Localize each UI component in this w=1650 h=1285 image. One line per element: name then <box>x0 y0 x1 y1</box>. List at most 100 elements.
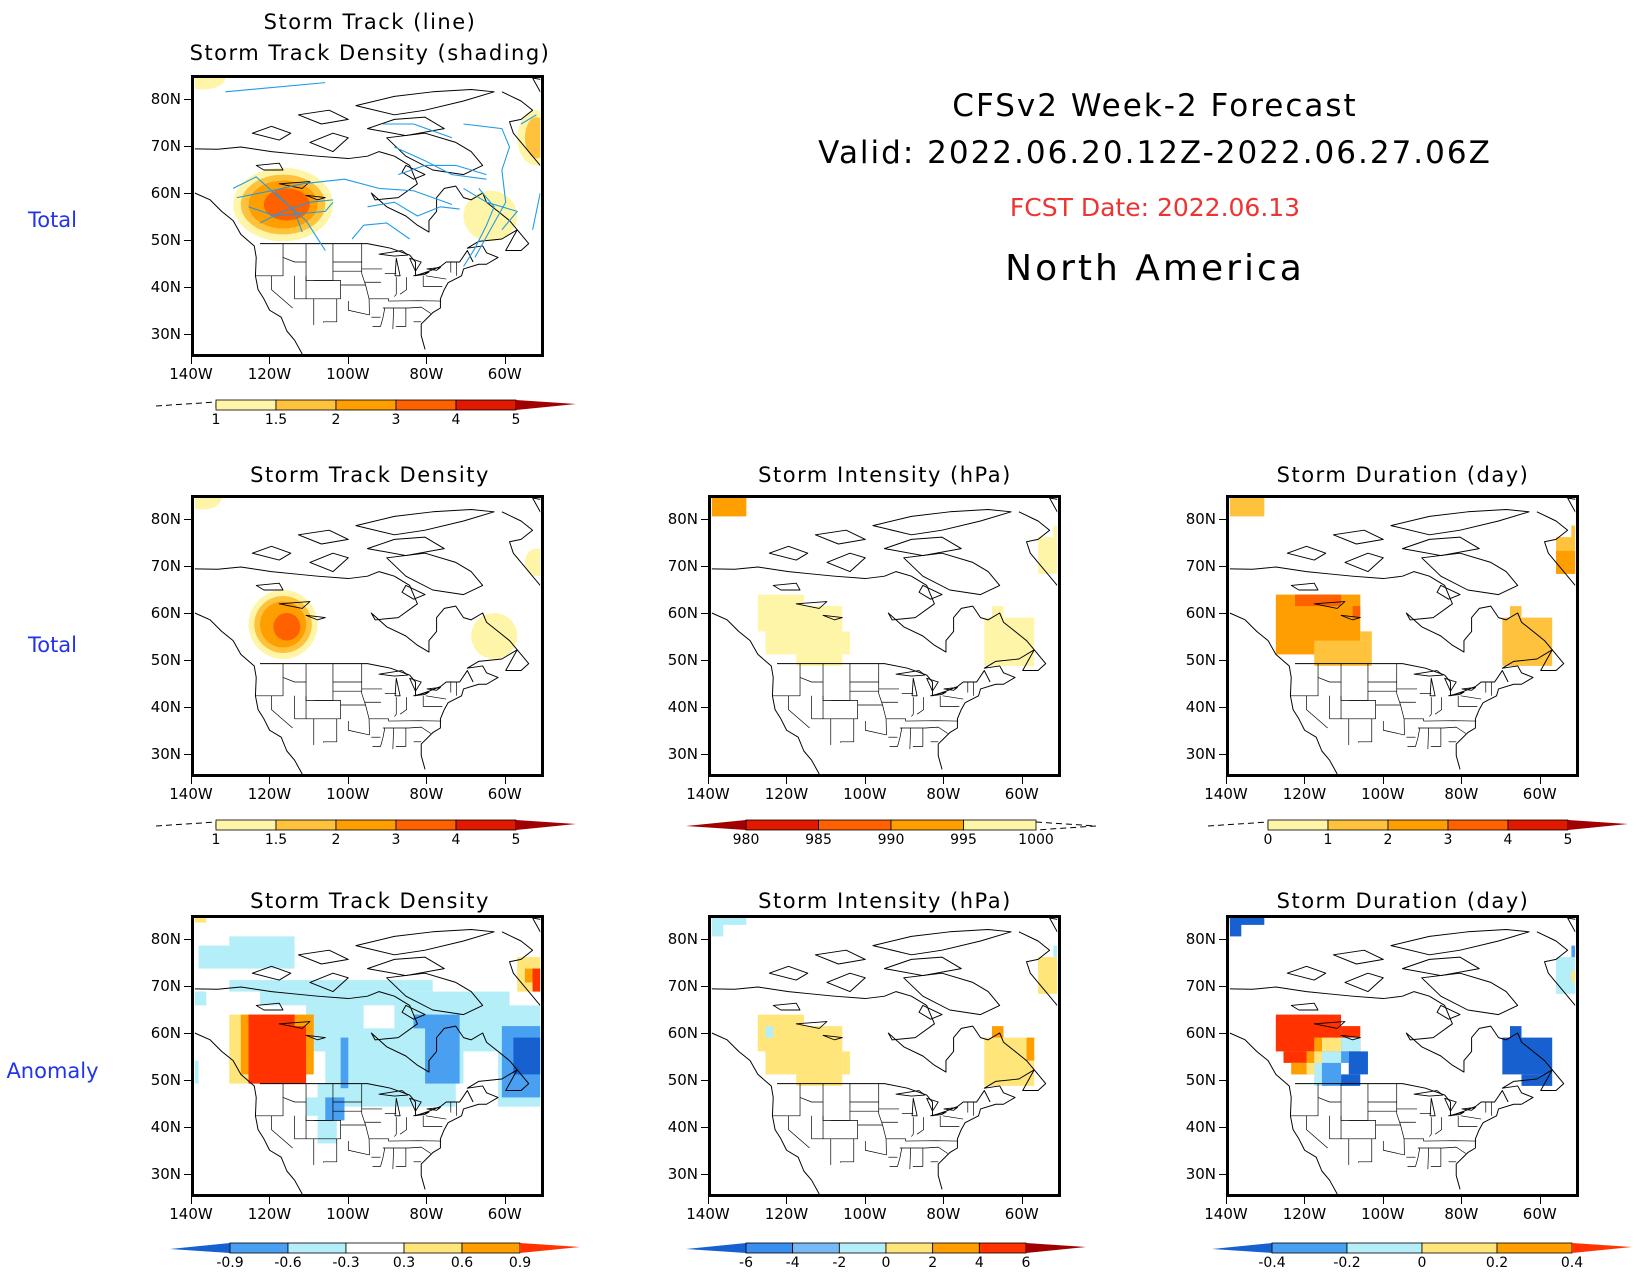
lon-tick <box>191 777 192 784</box>
grid-cell <box>1341 1051 1349 1063</box>
lat-tick-label: 40N <box>1185 697 1216 716</box>
grid-cell <box>194 991 207 1006</box>
colorbar-tick-label: 0 <box>881 1255 891 1271</box>
state-boundary <box>313 700 341 720</box>
lat-tick <box>701 1079 708 1081</box>
state-boundary <box>1382 721 1405 736</box>
lat-tick <box>184 1032 191 1034</box>
lat-tick <box>1219 518 1226 520</box>
lake-outline <box>1290 1002 1319 1011</box>
state-boundary <box>1457 1115 1478 1127</box>
storm-track-line <box>532 192 541 230</box>
colorbar-total-density: 1 1.5 2 3 4 5 <box>155 819 576 862</box>
state-boundary <box>1396 1083 1405 1155</box>
lat-tick <box>701 659 708 661</box>
lon-tick <box>347 777 349 784</box>
state-boundary <box>1290 1083 1319 1117</box>
state-boundary <box>799 1083 824 1103</box>
lat-tick <box>184 518 191 520</box>
colorbar-swatch <box>978 1242 1027 1254</box>
coastline <box>1229 1032 1338 1194</box>
lat-tick-label: 30N <box>150 744 181 763</box>
state-boundary <box>912 1148 924 1167</box>
colorbar-swatches <box>170 1242 580 1254</box>
coastline <box>711 566 1035 770</box>
colorbar-swatch <box>1346 1242 1423 1254</box>
coastline <box>1229 612 1338 774</box>
row-label-total-1: Total <box>27 208 78 232</box>
state-boundary <box>822 663 851 701</box>
state-boundary <box>271 275 293 309</box>
grid-cell <box>842 1051 850 1075</box>
colorbar-anom-density: -0.9 -0.6 -0.3 0.3 0.6 0.9 <box>170 1242 580 1285</box>
colorbar-tick-label: 995 <box>950 832 977 848</box>
grid-cell <box>1229 498 1265 517</box>
lake-outline <box>1313 601 1346 609</box>
island-outline <box>903 972 1001 1016</box>
lat-tick <box>184 98 191 100</box>
colorbar-tick-label: 3 <box>391 832 401 848</box>
state-boundary <box>255 663 284 697</box>
map-canvas <box>191 495 544 777</box>
lake-outline <box>255 582 284 591</box>
colorbar-tick-label: -0.4 <box>1258 1255 1286 1271</box>
state-boundary <box>840 718 855 743</box>
state-boundary <box>323 1138 338 1163</box>
state-boundary <box>294 695 315 746</box>
state-boundary <box>425 275 447 280</box>
lat-tick-label: 70N <box>667 556 698 575</box>
state-boundary <box>271 1115 293 1149</box>
colorbar-tick-label: 4 <box>451 412 461 428</box>
grid-cell <box>1509 606 1522 618</box>
coastline <box>1540 1069 1565 1092</box>
colorbar-tick-label: 0.6 <box>450 1255 474 1271</box>
island-outline <box>251 965 292 981</box>
island-outline <box>251 545 292 561</box>
state-boundary <box>799 663 824 683</box>
lat-tick <box>1219 1032 1226 1034</box>
state-boundary <box>899 726 949 734</box>
lon-tick <box>1461 1197 1463 1204</box>
grid-cell <box>1295 594 1342 607</box>
lon-tick <box>786 777 788 784</box>
state-boundary <box>392 307 394 330</box>
lat-tick <box>701 565 708 567</box>
us-canada-border <box>260 663 474 697</box>
state-boundary <box>255 1083 284 1117</box>
lon-tick-label: 120W <box>247 365 292 383</box>
lat-tick-label: 30N <box>150 1164 181 1183</box>
lat-tick <box>1219 985 1226 987</box>
map-canvas <box>1226 495 1579 777</box>
colorbar-swatch <box>455 399 517 411</box>
island-outline <box>355 89 495 116</box>
colorbar-swatch <box>932 1242 980 1254</box>
lake-outline <box>305 614 326 621</box>
colorbar-swatch <box>1447 819 1509 831</box>
greenland-coast <box>1536 931 1576 1006</box>
grid-cell <box>1306 1062 1315 1075</box>
grid-cell <box>1229 918 1265 925</box>
lon-tick-label: 60W <box>487 785 522 803</box>
state-boundary <box>942 1115 964 1120</box>
lon-tick <box>864 1197 866 1204</box>
state-boundary <box>1358 1138 1373 1163</box>
lat-tick <box>184 1173 191 1175</box>
lat-tick-label: 60N <box>150 603 181 622</box>
island-outline <box>1421 972 1519 1016</box>
lat-tick-label: 80N <box>667 509 698 528</box>
state-boundary <box>399 1117 407 1135</box>
map-canvas <box>191 915 544 1197</box>
lon-tick-label: 80W <box>409 785 444 803</box>
state-boundary <box>1407 1147 1421 1167</box>
lon-tick <box>1539 777 1541 784</box>
colorbar-swatch <box>335 819 397 831</box>
state-boundary <box>1429 1117 1432 1137</box>
colorbar-tick-label: 5 <box>511 832 521 848</box>
grid-cell <box>991 1026 1004 1038</box>
grid-cell <box>1291 1062 1307 1075</box>
island-outline <box>297 529 349 545</box>
lon-tick-label: 60W <box>1004 785 1039 803</box>
colorbar-swatch <box>885 1242 934 1254</box>
state-boundary <box>899 1146 949 1154</box>
colorbar-swatches <box>1212 1242 1632 1254</box>
